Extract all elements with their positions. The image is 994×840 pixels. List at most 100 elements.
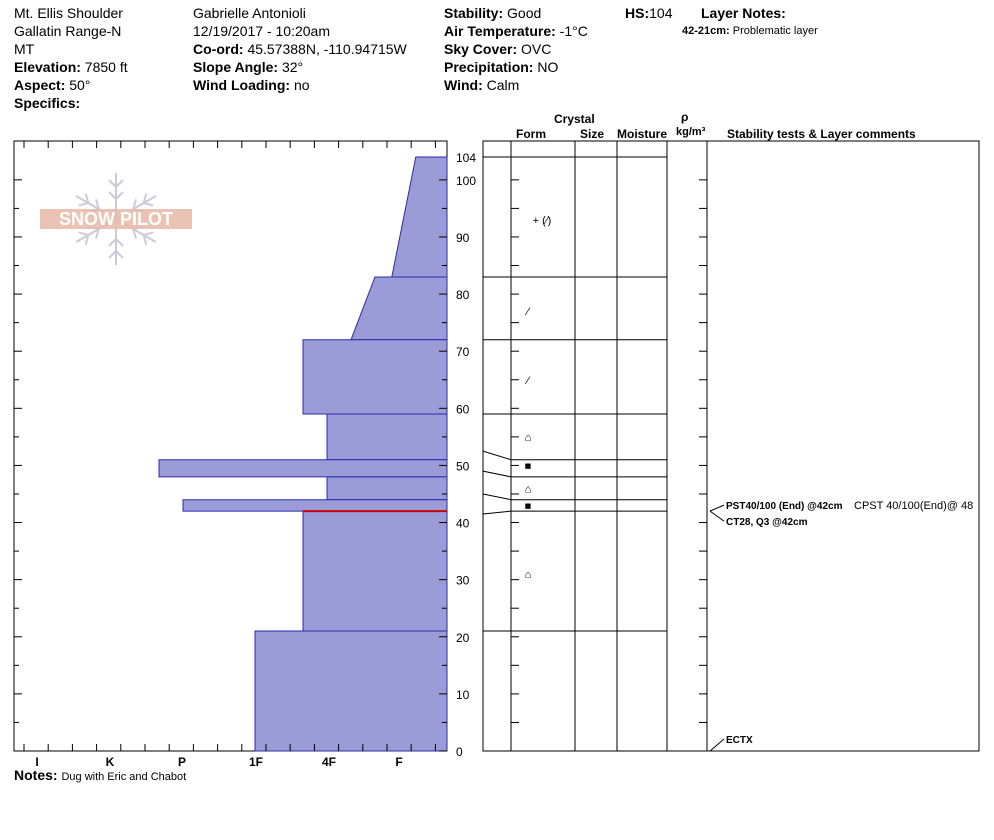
flake-branch [78, 202, 89, 207]
height-tick-label: 50 [456, 459, 470, 473]
x-tick-label: 4F [322, 755, 336, 769]
height-tick-label: 40 [456, 517, 470, 531]
wind-loading-label: Wind Loading: [193, 77, 291, 93]
air-temp-row: Air Temperature: -1°C [444, 22, 588, 40]
slope-label: Slope Angle: [193, 59, 279, 75]
form-heading: Form [516, 127, 546, 141]
x-tick-label: F [395, 755, 402, 769]
specifics-label: Specifics: [14, 95, 81, 111]
flake-branch [143, 231, 154, 236]
observer-name: Gabrielle Antonioli [193, 5, 306, 21]
flake-branch [78, 231, 89, 236]
stability-test-extra: CPST 40/100(End)@ 48 [854, 500, 973, 512]
crystal-table-frame [482, 140, 980, 752]
hs-value: 104 [649, 5, 673, 21]
y-axis-ticks-left [14, 179, 447, 752]
sky-value: OVC [521, 41, 552, 57]
notes-label: Notes: [14, 767, 58, 783]
crystal-table-rows [482, 156, 707, 752]
flake-branch [115, 238, 124, 247]
stability-test-arrow [709, 738, 725, 752]
layer-connector [482, 470, 512, 478]
stability-tests: PST40/100 (End) @42cm CPST 40/100(End)@ 4… [709, 500, 973, 752]
air-temp-value: -1°C [559, 23, 588, 39]
flake-branch [108, 250, 117, 259]
grain-forms: + (⁄) ⁄ ⁄ ⌂ ■ ⌂ ■ ⌂ [524, 215, 551, 581]
stability-value: Good [507, 5, 542, 21]
hardness-layer-bar [302, 339, 448, 415]
sky-row: Sky Cover: OVC [444, 40, 588, 58]
flake-branch [115, 250, 124, 259]
slope-value: 32° [281, 59, 304, 75]
range-name: Gallatin Range-N [14, 23, 122, 39]
aspect-value: 50° [69, 77, 91, 93]
height-axis: 0 10 20 30 40 50 60 70 80 90 100 104 [456, 151, 511, 759]
state-name: MT [14, 41, 35, 57]
grain-form-symbol: ⌂ [525, 483, 532, 495]
grain-form-symbol: ■ [525, 460, 532, 472]
height-tick-label: 0 [456, 745, 463, 759]
observer-block: Gabrielle Antonioli 12/19/2017 - 10:20am… [193, 4, 407, 94]
layer-notes-heading: Layer Notes: [701, 4, 786, 22]
layer-note-text: Problematic layer [732, 25, 818, 37]
height-tick-label: 70 [456, 345, 470, 359]
hardness-layer-bar [391, 156, 448, 278]
layer-note-range: 42-21cm: [682, 25, 730, 37]
grain-form-symbol: ⌂ [525, 432, 532, 444]
grain-form-symbol: ⁄ [524, 306, 531, 318]
hardness-layer-bar [158, 459, 448, 478]
flake-branch [132, 199, 137, 210]
location-name: Mt. Ellis Shoulder [14, 5, 123, 21]
coord-row: Co-ord: 45.57388N, -110.94715W [193, 40, 407, 58]
flake-branch [95, 228, 100, 239]
x-axis-ticks: I K P 1F 4F F [23, 141, 436, 769]
stability-test-label: PST40/100 (End) @42cm [726, 501, 843, 512]
snowpilot-logo: SNOW PILOT [40, 173, 192, 265]
location-block: Mt. Ellis Shoulder Gallatin Range-N MT E… [14, 4, 128, 112]
flake-branch [132, 228, 137, 239]
crystal-heading: Crystal [554, 112, 595, 126]
hardness-layer-bar [326, 476, 448, 501]
grain-form-symbol: ⁄ [524, 375, 531, 387]
flake-branch [108, 238, 117, 247]
aspect-row: Aspect: 50° [14, 76, 128, 94]
stability-label: Stability: [444, 5, 504, 21]
stability-row: Stability: Good [444, 4, 588, 22]
layer-connector [482, 510, 512, 515]
notes-text: Dug with Eric and Chabot [61, 771, 187, 783]
flake-branch [142, 234, 148, 245]
height-tick-label: 90 [456, 231, 470, 245]
conditions-block: Stability: Good Air Temperature: -1°C Sk… [444, 4, 588, 94]
stability-test-arrow [709, 504, 725, 512]
x-tick-label: 1F [249, 755, 263, 769]
hs-block: HS:104 [625, 4, 672, 22]
stability-test-label: ECTX [726, 735, 753, 746]
x-tick-label: I [35, 755, 38, 769]
wind-loading-value: no [293, 77, 310, 93]
aspect-label: Aspect: [14, 77, 66, 93]
precip-row: Precipitation: NO [444, 58, 588, 76]
precip-label: Precipitation: [444, 59, 534, 75]
flake-branch [95, 199, 100, 210]
flake-branch [84, 193, 90, 204]
stability-test-label: CT28, Q3 @42cm [726, 517, 808, 528]
size-heading: Size [580, 127, 605, 141]
datetime: 12/19/2017 - 10:20am [193, 23, 330, 39]
hs-label: HS: [625, 5, 650, 21]
logo-text: SNOW PILOT [59, 209, 173, 229]
grain-form-symbol: + (⁄) [533, 215, 552, 227]
height-tick-label: 80 [456, 288, 470, 302]
flake-branch [108, 191, 117, 200]
layer-connector [482, 493, 512, 501]
elevation-row: Elevation: 7850 ft [14, 58, 128, 76]
hardness-layer-bar [302, 510, 448, 632]
hardness-layer-bar [254, 630, 448, 752]
sky-label: Sky Cover: [444, 41, 518, 57]
air-temp-label: Air Temperature: [444, 23, 556, 39]
coord-value: 45.57388N, -110.94715W [247, 41, 407, 57]
height-tick-label: 10 [456, 688, 470, 702]
flake-branch [84, 234, 90, 245]
coord-label: Co-ord: [193, 41, 244, 57]
hs-tick-label: 104 [456, 151, 476, 165]
flake-branch [108, 179, 117, 188]
